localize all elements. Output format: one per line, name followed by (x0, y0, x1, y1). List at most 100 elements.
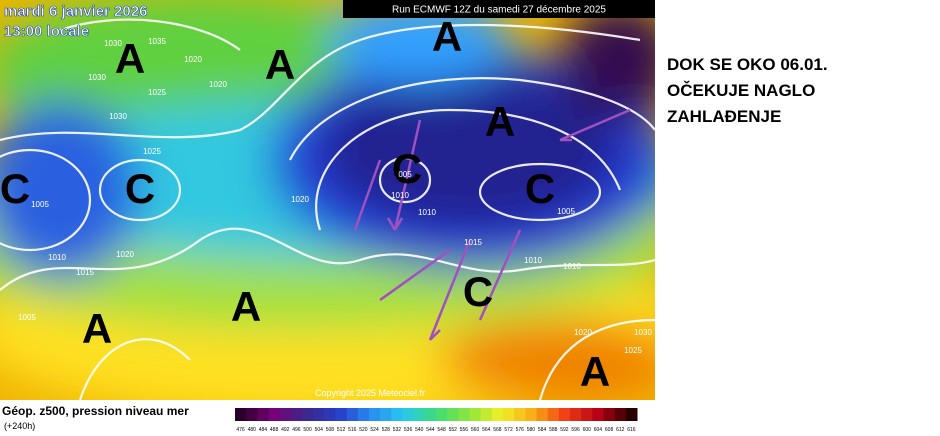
isobar-label: 1005 (31, 200, 49, 209)
colorbar-label: 608 (605, 427, 614, 433)
isobar-label: 1025 (143, 147, 161, 156)
pressure-center: A (485, 98, 515, 145)
colorbar-label: 596 (571, 427, 580, 433)
colorbar-cell (514, 408, 526, 421)
annotation-line: ZAHLAĐENJE (667, 107, 781, 126)
colorbar-cell (313, 408, 325, 421)
colorbar-cell (603, 408, 616, 421)
legend-lead: (+240h) (4, 421, 35, 431)
colorbar-cell (581, 408, 593, 421)
colorbar-label: 592 (560, 427, 569, 433)
isobar-label: 1020 (116, 250, 134, 259)
pressure-center: A (231, 283, 261, 330)
colorbar-cell (558, 408, 571, 421)
colorbar-label: 560 (471, 427, 480, 433)
colorbar-cell (391, 408, 403, 421)
colorbar-label: 548 (437, 427, 446, 433)
isobar-label: 1025 (624, 346, 642, 355)
isobar-label: 1015 (464, 238, 482, 247)
colorbar-cell (480, 408, 493, 421)
colorbar-label: 588 (549, 427, 558, 433)
isobar-label: 1030 (88, 73, 106, 82)
colorbar-label: 540 (415, 427, 424, 433)
colorbar-label: 552 (449, 427, 458, 433)
colorbar-label: 484 (259, 427, 268, 433)
colorbar-label: 572 (504, 427, 513, 433)
colorbar-label: 528 (382, 427, 391, 433)
colorbar-cell (335, 408, 348, 421)
pressure-center: C (463, 268, 493, 315)
colorbar-cell (570, 408, 582, 421)
colorbar-label: 496 (292, 427, 301, 433)
colorbar-cell (469, 408, 482, 421)
colorbar-label: 584 (538, 427, 547, 433)
colorbar-label: 580 (527, 427, 536, 433)
isobar-label: 1030 (104, 39, 122, 48)
colorbar-label: 576 (516, 427, 525, 433)
colorbar-cell (324, 408, 336, 421)
colorbar-cell (458, 408, 470, 421)
colorbar-label: 524 (370, 427, 379, 433)
legend-title: Géop. z500, pression niveau mer (2, 404, 189, 418)
colorbar-label: 600 (583, 427, 592, 433)
pressure-center: C (125, 165, 155, 212)
colorbar-label: 532 (393, 427, 402, 433)
pressure-center: C (525, 165, 555, 212)
colorbar-cell (491, 408, 504, 421)
colorbar-cell (246, 408, 258, 421)
isobar-label: 1010 (418, 208, 436, 217)
date-text: mardi 6 janvier 2026 (4, 3, 147, 20)
isobar-label: 1005 (18, 313, 36, 322)
copyright: Copyright 2025 Meteociel.fr (315, 388, 425, 398)
colorbar-cell (346, 408, 359, 421)
colorbar-label: 504 (315, 427, 324, 433)
colorbar-cell (257, 408, 269, 421)
colorbar-cell (424, 408, 437, 421)
run-text: Run ECMWF 12Z du samedi 27 décembre 2025 (392, 5, 606, 16)
annotation: DOK SE OKO 06.01. OČEKUJE NAGLO ZAHLAĐENJE (667, 55, 828, 126)
pressure-center: A (115, 35, 145, 82)
isobar-label: 1005 (557, 207, 575, 216)
colorbar-label: 500 (303, 427, 312, 433)
colorbar-cell (235, 408, 247, 421)
isobar-label: 1030 (109, 112, 127, 121)
isobar-label: 1010 (524, 256, 542, 265)
colorbar-cell (436, 408, 448, 421)
pressure-center: A (82, 305, 112, 352)
pressure-center: A (432, 13, 462, 60)
colorbar-cell (380, 408, 392, 421)
colorbar-cell (447, 408, 459, 421)
colorbar-label: 520 (359, 427, 368, 433)
isobar-label: 1010 (48, 253, 66, 262)
colorbar-label: 476 (236, 427, 245, 433)
time-text: 13:00 locale (4, 23, 89, 40)
colorbar-cell (413, 408, 426, 421)
colorbar-cell (357, 408, 370, 421)
colorbar-cell (369, 408, 381, 421)
colorbar-cell (614, 408, 627, 421)
pressure-center: C (0, 165, 30, 212)
colorbar-label: 536 (404, 427, 413, 433)
isobar-label: 1020 (209, 80, 227, 89)
annotation-line: DOK SE OKO 06.01. (667, 55, 828, 74)
pressure-center: C (392, 145, 422, 192)
isobar-label: 005 (398, 170, 412, 179)
colorbar-cell (536, 408, 549, 421)
isobar-label: 1035 (148, 37, 166, 46)
colorbar-cell (302, 408, 314, 421)
colorbar-cell (290, 408, 303, 421)
isobar-label: 1030 (634, 328, 652, 337)
colorbar-label: 488 (270, 427, 279, 433)
colorbar-label: 508 (326, 427, 335, 433)
colorbar-cell (592, 408, 604, 421)
isobar-label: 1010 (391, 191, 409, 200)
colorbar-cell (279, 408, 292, 421)
colorbar-label: 612 (616, 427, 625, 433)
colorbar-label: 544 (426, 427, 435, 433)
map (0, 0, 655, 400)
colorbar-cell (625, 408, 638, 421)
isobar-label: 1025 (148, 88, 166, 97)
colorbar-label: 556 (460, 427, 469, 433)
isobar-label: 1020 (184, 55, 202, 64)
colorbar-label: 616 (627, 427, 636, 433)
